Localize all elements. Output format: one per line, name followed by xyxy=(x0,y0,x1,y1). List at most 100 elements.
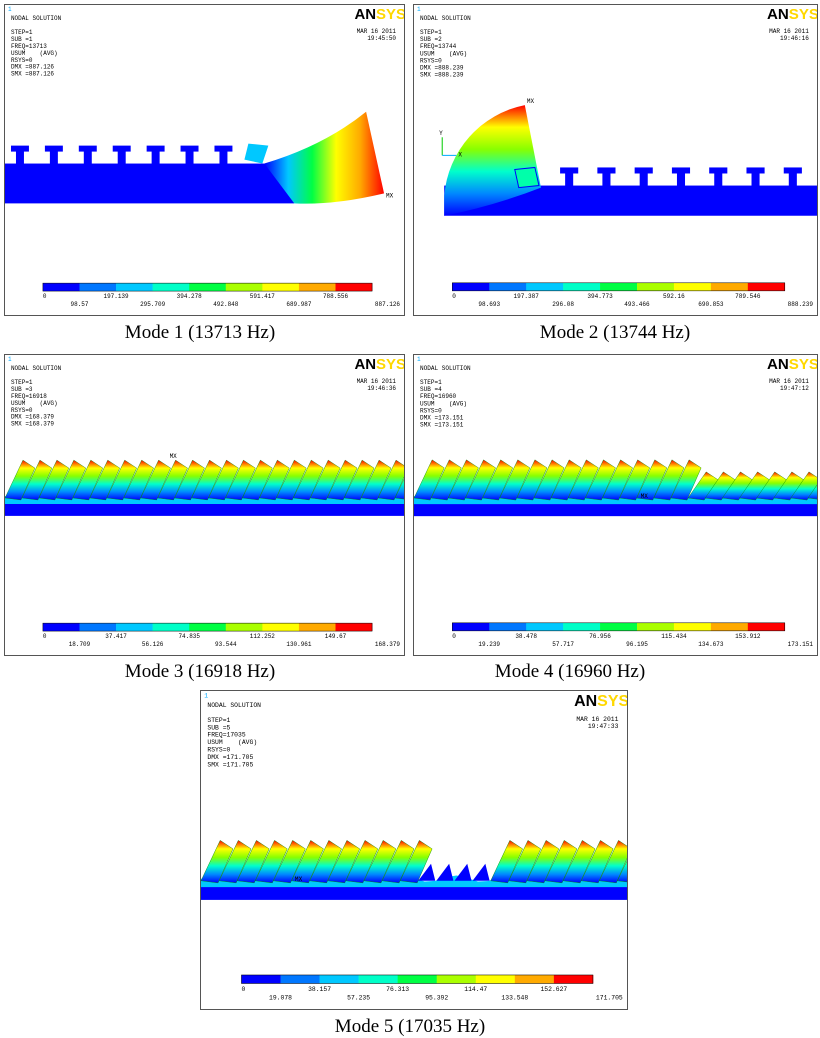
color-bar-frame xyxy=(452,282,786,292)
index-label: 1 xyxy=(204,692,208,699)
color-bar-segment xyxy=(636,622,675,631)
tooth xyxy=(55,459,87,501)
legend-label: 296.08 xyxy=(552,301,574,308)
color-bar-segment xyxy=(489,282,527,291)
color-bar-segment xyxy=(600,622,638,631)
ansys-panel: 1 NODAL SOLUTION STEP=1 SUB =5 FREQ=17035 USU… xyxy=(200,690,628,1010)
color-bar-segment xyxy=(262,283,300,292)
color-bar-segment xyxy=(298,283,336,292)
legend-label: 171.705 xyxy=(596,994,623,1001)
tooth xyxy=(276,459,307,501)
legend-label: 112.252 xyxy=(250,633,276,640)
info-line: USUM (AVG) xyxy=(11,400,58,407)
tooth xyxy=(44,145,63,152)
tooth xyxy=(619,459,651,501)
tooth xyxy=(49,149,58,166)
tooth xyxy=(377,459,404,501)
color-bar-segment xyxy=(152,283,190,292)
tooth xyxy=(180,145,199,152)
legend-label: 592.16 xyxy=(663,293,685,300)
legend-label: 152.627 xyxy=(540,986,567,993)
tooth xyxy=(140,459,171,501)
info-line: RSYS=0 xyxy=(420,407,442,414)
ansys-panel: 1 NODAL SOLUTION STEP=1 SUB =2 FREQ=13744 USU… xyxy=(413,4,818,316)
color-bar-segment xyxy=(436,974,477,984)
tooth xyxy=(714,171,723,188)
time: 19:47:12 xyxy=(780,385,809,392)
tooth xyxy=(326,459,358,501)
tooth xyxy=(653,459,685,501)
time: 19:45:50 xyxy=(367,35,396,42)
tooth xyxy=(447,459,479,501)
tooth xyxy=(562,840,596,884)
logo-an: AN xyxy=(767,6,789,23)
legend-label: 394.278 xyxy=(177,293,203,300)
horn xyxy=(264,111,385,204)
info-line: SUB =4 xyxy=(420,386,442,393)
legend-label: 93.544 xyxy=(215,641,237,648)
info-line: FREQ=16918 xyxy=(11,393,47,400)
color-bar-segment xyxy=(553,974,594,984)
legend-label: 153.912 xyxy=(735,633,761,640)
color-bar-segment xyxy=(673,622,712,631)
color-bar-segment xyxy=(489,622,527,631)
ansys-panel: 1 NODAL SOLUTION STEP=1 SUB =4 FREQ=16960 USU… xyxy=(413,354,818,656)
max-label: MX xyxy=(386,192,394,199)
legend-label: 492.848 xyxy=(213,301,239,308)
legend-label: 493.466 xyxy=(624,301,650,308)
tooth xyxy=(533,459,565,501)
title: NODAL SOLUTION xyxy=(420,365,471,372)
date: MAR 16 2011 xyxy=(357,378,397,385)
model xyxy=(414,459,817,517)
tooth xyxy=(214,145,233,152)
model xyxy=(201,840,627,900)
color-bar-segment xyxy=(280,974,320,984)
color-bar-frame xyxy=(241,974,594,984)
color-bar-segment xyxy=(225,283,263,292)
tooth xyxy=(636,459,668,501)
date: MAR 16 2011 xyxy=(769,28,809,35)
caption: Mode 5 (17035 Hz) xyxy=(334,1016,486,1037)
tooth xyxy=(106,459,137,501)
tooth xyxy=(465,459,496,501)
legend-label: 133.548 xyxy=(501,994,528,1001)
legend-label: 96.195 xyxy=(626,641,648,648)
legend-label: 134.673 xyxy=(698,641,724,648)
color-bar-frame xyxy=(42,282,373,292)
tooth xyxy=(751,171,760,188)
tooth xyxy=(363,840,397,884)
logo-sys: SYS xyxy=(376,356,404,373)
tooth xyxy=(602,459,633,501)
tooth xyxy=(112,145,131,152)
color-bar-segment xyxy=(526,282,564,291)
info-line: FREQ=13744 xyxy=(420,43,457,50)
time: 19:46:16 xyxy=(780,35,809,42)
tooth xyxy=(201,840,234,884)
index-label: 1 xyxy=(8,356,12,363)
legend-label: 98.57 xyxy=(71,301,89,308)
color-bar-frame xyxy=(42,622,373,632)
tooth xyxy=(157,459,188,501)
legend-label: 98.693 xyxy=(478,301,500,308)
index-label: 1 xyxy=(417,356,421,363)
legend-label: 0 xyxy=(452,633,456,640)
index-label: 1 xyxy=(8,6,12,13)
tooth xyxy=(746,167,765,174)
tooth xyxy=(78,145,97,152)
tooth xyxy=(482,459,513,501)
tooth xyxy=(146,145,165,152)
logo-sys: SYS xyxy=(789,356,817,373)
color-bar-segment xyxy=(42,623,80,632)
info-line: FREQ=17035 xyxy=(207,732,245,739)
legend-label: 789.546 xyxy=(735,293,761,300)
legend-label: 38.157 xyxy=(308,986,331,993)
legend-label: 888.239 xyxy=(788,301,814,308)
date: MAR 16 2011 xyxy=(357,28,397,35)
legend-label: 76.956 xyxy=(589,633,611,640)
tooth xyxy=(788,171,797,188)
color-bar-segment xyxy=(335,623,373,632)
